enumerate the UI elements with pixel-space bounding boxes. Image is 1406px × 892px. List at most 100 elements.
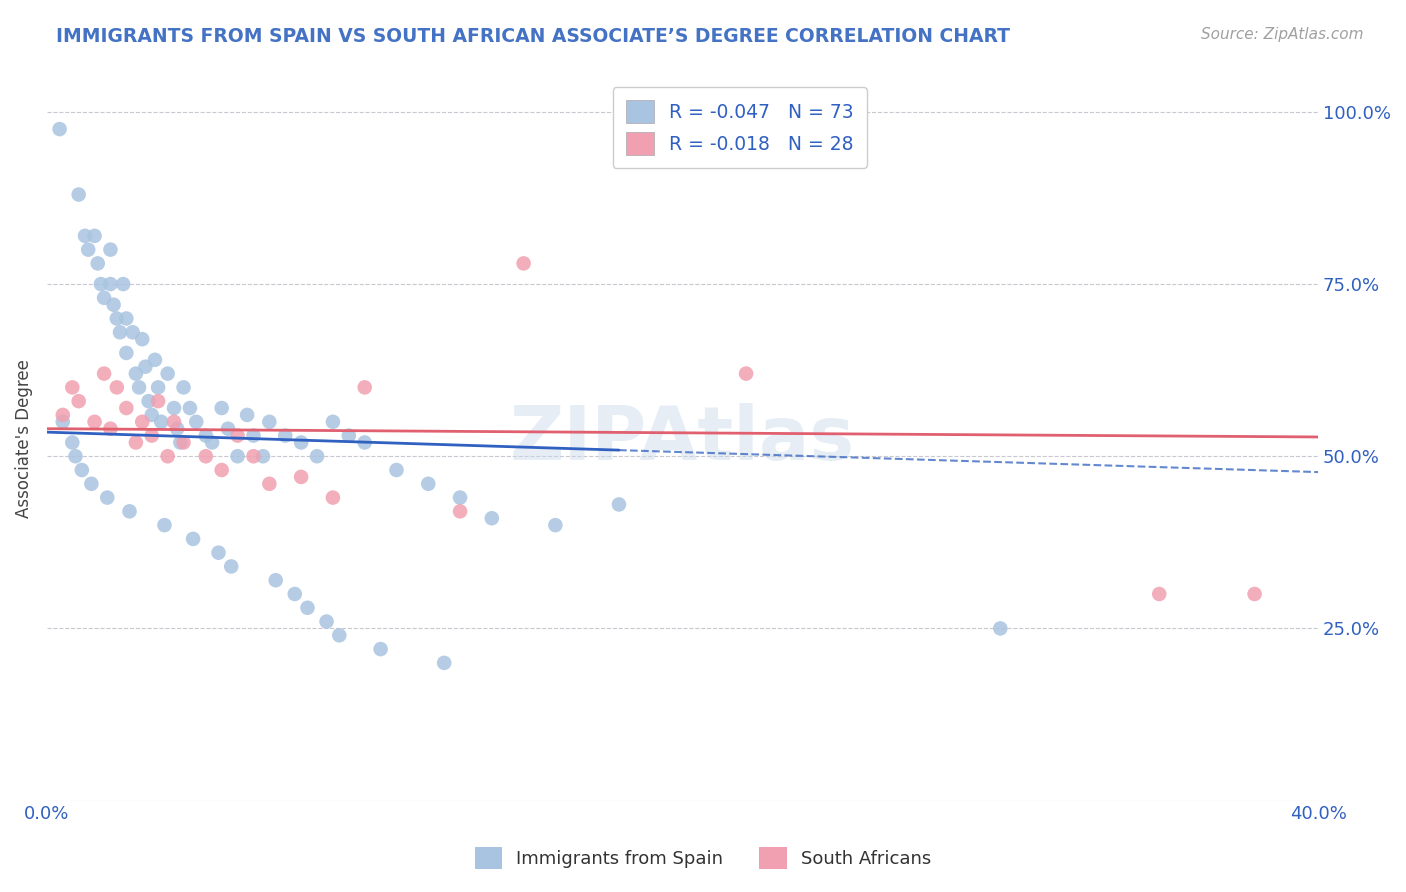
Point (96, 491, 118, 505)
Point (141, 408, 163, 422)
Point (179, 401, 201, 415)
Point (173, 435, 195, 450)
Text: ZIPAtlas: ZIPAtlas (510, 402, 855, 475)
Point (118, 504, 141, 518)
Point (264, 573, 287, 587)
Point (328, 628, 350, 642)
Point (83, 415, 105, 429)
Point (156, 449, 179, 463)
Point (194, 449, 217, 463)
Point (108, 326, 131, 340)
Point (52, 415, 75, 429)
Point (73, 228, 96, 243)
Point (186, 415, 208, 429)
Point (259, 476, 281, 491)
Point (134, 359, 156, 374)
Point (93, 291, 115, 305)
Point (512, 256, 534, 270)
Point (128, 380, 150, 394)
Point (322, 491, 344, 505)
Point (353, 380, 375, 394)
Point (194, 428, 217, 442)
Point (242, 428, 264, 442)
Point (93, 367, 115, 381)
Point (211, 401, 233, 415)
Point (226, 428, 249, 442)
Point (735, 367, 758, 381)
Point (100, 277, 122, 291)
Point (988, 622, 1011, 636)
Point (242, 449, 264, 463)
Point (305, 449, 328, 463)
Point (146, 394, 169, 409)
Point (219, 559, 242, 574)
Point (1147, 587, 1170, 601)
Point (290, 470, 312, 484)
Point (449, 491, 471, 505)
Point (83, 228, 105, 243)
Point (481, 511, 503, 525)
Point (211, 463, 233, 477)
Point (131, 332, 153, 346)
Point (115, 346, 138, 360)
Point (112, 277, 135, 291)
Point (1243, 587, 1265, 601)
Point (173, 380, 195, 394)
Point (418, 476, 440, 491)
Point (138, 394, 160, 409)
Point (67, 394, 90, 409)
Point (163, 415, 186, 429)
Text: IMMIGRANTS FROM SPAIN VS SOUTH AFRICAN ASSOCIATE’S DEGREE CORRELATION CHART: IMMIGRANTS FROM SPAIN VS SOUTH AFRICAN A… (56, 27, 1011, 45)
Y-axis label: Associate's Degree: Associate's Degree (15, 359, 32, 518)
Point (169, 435, 191, 450)
Point (131, 415, 153, 429)
Legend: R = -0.047   N = 73, R = -0.018   N = 28: R = -0.047 N = 73, R = -0.018 N = 28 (613, 87, 866, 169)
Point (181, 532, 204, 546)
Point (370, 642, 392, 657)
Point (337, 428, 360, 442)
Point (353, 435, 375, 450)
Point (207, 546, 229, 560)
Point (259, 415, 281, 429)
Point (48, 122, 70, 136)
Point (52, 408, 75, 422)
Point (166, 422, 188, 436)
Point (544, 518, 567, 533)
Point (100, 422, 122, 436)
Point (153, 518, 176, 533)
Point (143, 352, 166, 367)
Point (125, 435, 148, 450)
Point (80, 476, 103, 491)
Point (141, 428, 163, 442)
Point (77, 243, 100, 257)
Point (385, 463, 408, 477)
Point (105, 380, 128, 394)
Point (449, 504, 471, 518)
Point (146, 380, 169, 394)
Point (90, 277, 112, 291)
Point (315, 615, 337, 629)
Point (284, 587, 307, 601)
Point (115, 401, 138, 415)
Point (252, 449, 274, 463)
Point (103, 298, 125, 312)
Text: Source: ZipAtlas.com: Source: ZipAtlas.com (1201, 27, 1364, 42)
Point (201, 435, 224, 450)
Point (322, 415, 344, 429)
Point (60, 380, 83, 394)
Point (121, 326, 143, 340)
Point (70, 463, 93, 477)
Point (150, 415, 173, 429)
Point (87, 256, 110, 270)
Point (115, 311, 138, 326)
Point (236, 408, 259, 422)
Point (65, 449, 87, 463)
Point (274, 428, 297, 442)
Point (217, 422, 239, 436)
Point (60, 435, 83, 450)
Point (125, 367, 148, 381)
Point (67, 187, 90, 202)
Legend: Immigrants from Spain, South Africans: Immigrants from Spain, South Africans (465, 838, 941, 879)
Point (433, 656, 456, 670)
Point (163, 401, 186, 415)
